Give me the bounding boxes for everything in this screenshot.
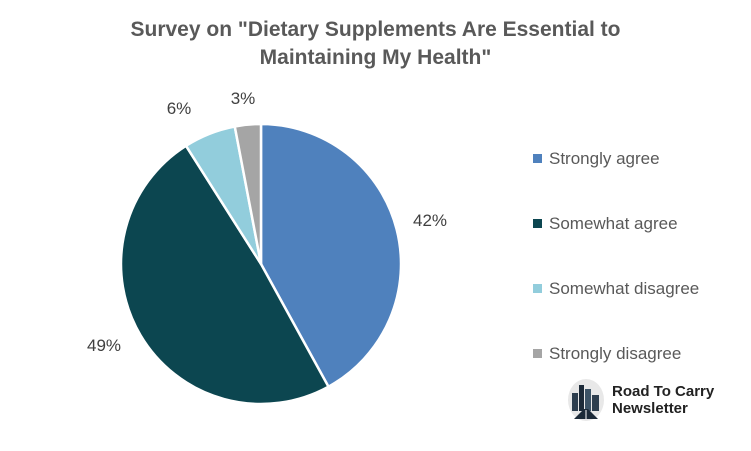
- legend-label: Somewhat agree: [549, 213, 678, 233]
- legend-label: Strongly agree: [549, 148, 660, 168]
- title-text: Survey on "Dietary Supplements Are Essen…: [130, 18, 621, 69]
- legend-item: Somewhat agree: [533, 191, 699, 256]
- legend-swatch: [533, 219, 542, 228]
- legend-item: Strongly disagree: [533, 321, 699, 386]
- legend-swatch: [533, 154, 542, 163]
- legend-label: Strongly disagree: [549, 343, 682, 363]
- pie-slice-strongly-agree: [259, 122, 403, 389]
- data-label: 3%: [231, 89, 256, 108]
- brand-text: Road To Carry Newsletter: [612, 383, 714, 417]
- chart-title: Survey on "Dietary Supplements Are Essen…: [0, 16, 751, 72]
- pie-slice-strongly-disagree: [233, 122, 263, 265]
- data-label: 42%: [413, 211, 447, 230]
- legend: Strongly agree Somewhat agree Somewhat d…: [533, 126, 699, 386]
- legend-item: Somewhat disagree: [533, 256, 699, 321]
- legend-swatch: [533, 284, 542, 293]
- brand-logo: Road To Carry Newsletter: [568, 379, 714, 421]
- brand-line2: Newsletter: [612, 400, 688, 417]
- legend-item: Strongly agree: [533, 126, 699, 191]
- city-road-icon: [568, 379, 604, 421]
- legend-label: Somewhat disagree: [549, 278, 700, 298]
- legend-swatch: [533, 349, 542, 358]
- brand-line1: Road To Carry: [612, 383, 715, 400]
- data-label: 49%: [87, 336, 121, 355]
- data-label: 6%: [167, 99, 192, 118]
- pie-slice-somewhat-agree: [119, 144, 331, 406]
